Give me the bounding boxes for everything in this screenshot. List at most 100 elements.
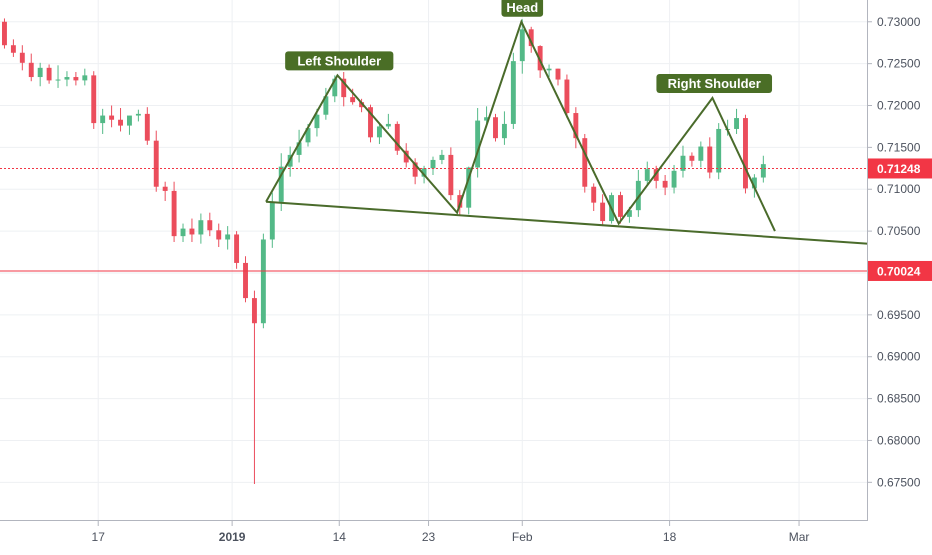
candle (144, 107, 150, 145)
candle (28, 53, 34, 82)
candle (689, 152, 695, 167)
candle-body (689, 155, 695, 161)
y-tick-label: 0.72000 (877, 99, 921, 113)
candle (269, 192, 275, 248)
y-tick-label: 0.71000 (877, 182, 921, 196)
candle (243, 256, 248, 303)
candle (573, 107, 579, 149)
candle-body (457, 195, 463, 208)
candle-body (135, 113, 141, 116)
y-tick-label: 0.70500 (877, 224, 921, 238)
candle (82, 68, 88, 86)
candle (600, 194, 606, 227)
candle-body (573, 113, 579, 139)
y-tick-label: 0.68500 (877, 392, 921, 406)
candle (653, 165, 659, 189)
candle (734, 108, 740, 134)
candle-body (743, 118, 748, 189)
candle-body (251, 298, 257, 324)
candles (2, 18, 766, 484)
pattern-label-bg (285, 51, 394, 71)
candle-body (448, 154, 454, 196)
y-tick-label: 0.71500 (877, 140, 921, 154)
candle-body (600, 202, 606, 222)
candle-body (439, 154, 445, 160)
candle (368, 104, 373, 143)
candle-body (403, 150, 409, 163)
price-tag-label: 0.71248 (877, 162, 921, 176)
price-tag-bg (868, 260, 932, 281)
candle (37, 62, 43, 87)
candle-body (519, 29, 525, 62)
candle (341, 72, 347, 107)
candle (171, 181, 177, 242)
candle-body (644, 169, 650, 181)
candle-body (510, 61, 516, 124)
candle-body (582, 138, 588, 187)
candle-body (635, 180, 641, 211)
candle (198, 213, 204, 244)
candle-body (528, 29, 534, 47)
candle (126, 115, 132, 135)
x-tick-label: 14 (333, 530, 347, 544)
candle (493, 113, 498, 142)
candle (216, 223, 222, 248)
price-tag-bg (868, 158, 932, 179)
candle-body (653, 169, 659, 181)
candle (100, 108, 106, 134)
candle-body (91, 75, 97, 124)
candle-body (180, 228, 186, 237)
candle-body (412, 162, 418, 177)
x-tick-label: 18 (663, 530, 677, 544)
candle (671, 164, 677, 194)
pattern-label-text: Left Shoulder (297, 53, 381, 68)
pattern-labels: Left Shoulder Head Right Shoulder (285, 0, 773, 93)
candle-body (28, 62, 34, 78)
candle-body (760, 164, 766, 178)
pattern-label-bg (656, 73, 773, 93)
candle-body (537, 46, 543, 71)
candle (644, 161, 650, 186)
candle-body (46, 67, 52, 81)
candle-body (618, 195, 623, 217)
candle-body (376, 126, 382, 138)
candle (118, 108, 123, 132)
candle (510, 52, 516, 129)
candle (716, 123, 722, 180)
candle (278, 153, 284, 212)
candle-body (118, 119, 123, 126)
candle-body (37, 67, 43, 78)
candle-body (359, 102, 365, 108)
candle-body (734, 118, 740, 129)
candle-body (153, 140, 159, 187)
candle-body (225, 234, 231, 240)
candle (2, 18, 7, 49)
candle-body (394, 123, 400, 151)
candle-body (243, 262, 248, 299)
x-tick-label: 17 (92, 530, 106, 544)
candle-body (55, 79, 61, 81)
candle (760, 155, 766, 183)
candle (430, 156, 436, 176)
candle-body (385, 123, 391, 127)
candle (376, 123, 382, 145)
candle (64, 71, 70, 87)
candle (234, 231, 240, 269)
candle (10, 39, 16, 57)
candle-body (662, 180, 668, 188)
candle (501, 111, 507, 145)
price-tag-label: 0.70024 (877, 264, 921, 278)
candle-body (305, 128, 311, 143)
candle (189, 218, 195, 242)
candle-body (260, 239, 266, 324)
candle (55, 65, 61, 88)
candle (475, 108, 481, 178)
candle (323, 87, 329, 120)
candle (91, 71, 97, 129)
candle-body (368, 107, 373, 138)
y-tick-label: 0.69000 (877, 350, 921, 364)
candle-body (73, 77, 79, 81)
